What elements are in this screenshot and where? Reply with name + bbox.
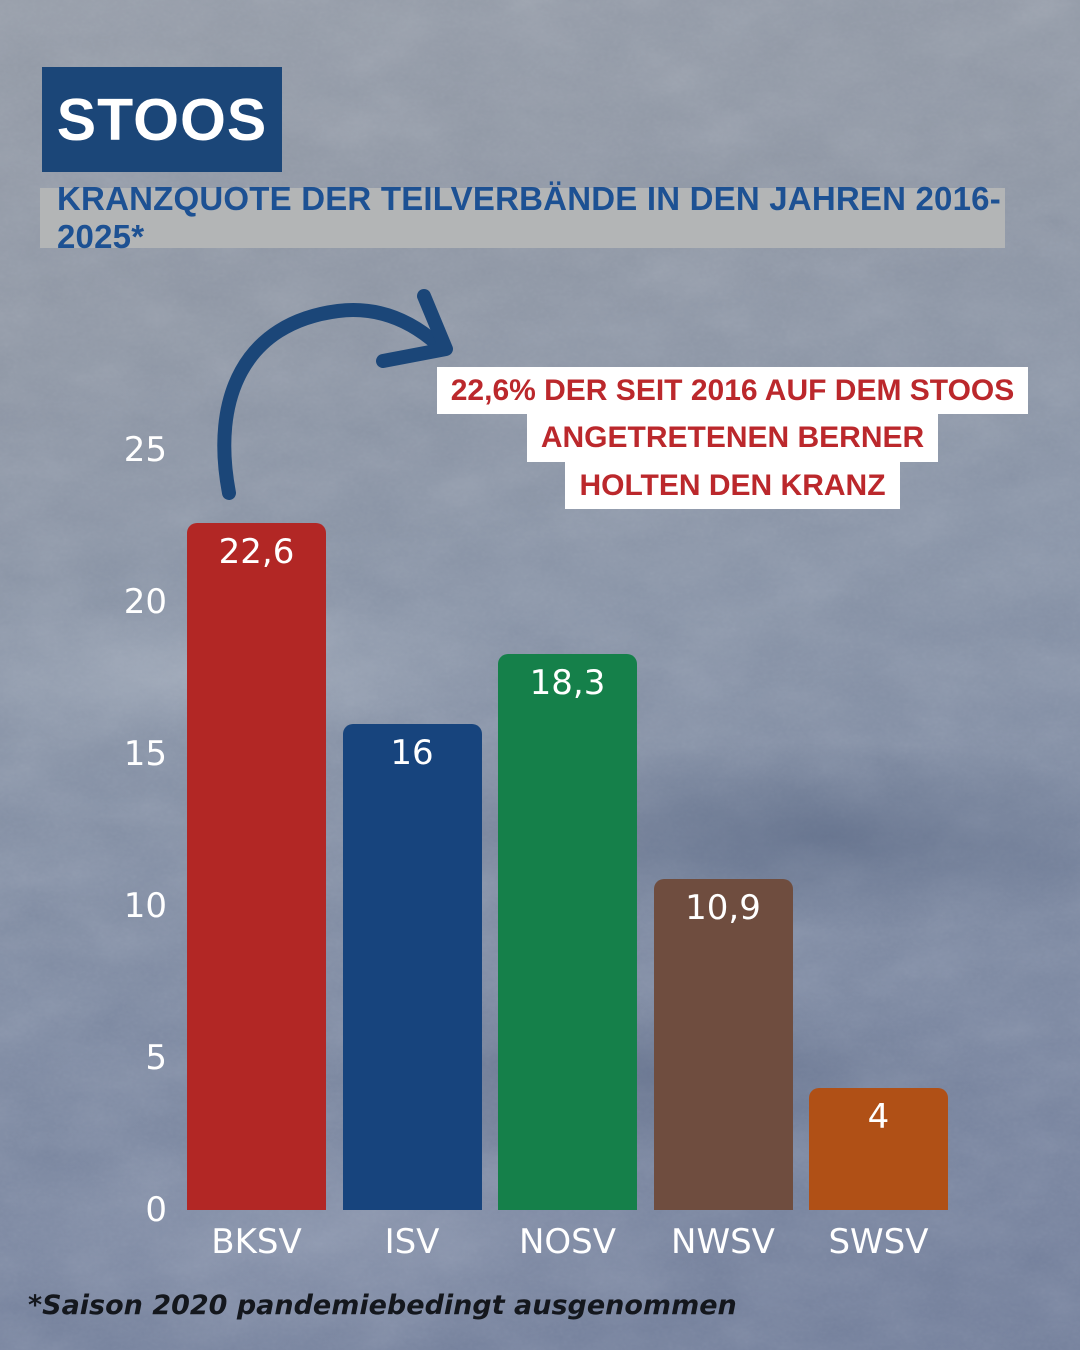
annotation-callout: 22,6% DER SEIT 2016 AUF DEM STOOS ANGETR…	[420, 367, 1045, 510]
footnote: *Saison 2020 pandemiebedingt ausgenommen	[28, 1290, 737, 1321]
bar-value-label: 4	[867, 1097, 890, 1138]
bar-value-label: 18,3	[529, 662, 606, 703]
y-axis-tick-label: 5	[145, 1038, 167, 1078]
logo-text: STOOS	[56, 86, 268, 153]
annotation-line-2: ANGETRETENEN BERNER	[526, 414, 939, 462]
chart-title: KRANZQUOTE DER TEILVERBÄNDE IN DEN JAHRE…	[57, 180, 1001, 255]
bar-isv: 16	[342, 723, 482, 1210]
x-axis-label-swsv: SWSV	[828, 1222, 929, 1262]
bar-bksv: 22,6	[187, 522, 326, 1210]
annotation-line-1: 22,6% DER SEIT 2016 AUF DEM STOOS	[436, 367, 1029, 415]
bar-value-label: 22,6	[218, 531, 295, 572]
y-axis-tick-label: 15	[123, 734, 167, 774]
y-axis-tick-label: 0	[145, 1190, 167, 1230]
y-axis-tick-label: 25	[123, 430, 167, 470]
logo-box: STOOS	[42, 67, 282, 172]
y-axis-tick-label: 20	[123, 582, 167, 622]
bar-nwsv: 10,9	[653, 878, 793, 1210]
bar-nosv: 18,3	[498, 653, 637, 1210]
bar-value-label: 16	[390, 732, 434, 773]
x-axis-label-nwsv: NWSV	[671, 1222, 775, 1262]
y-axis-tick-label: 10	[123, 886, 167, 926]
x-axis-label-bksv: BKSV	[211, 1222, 302, 1262]
chart-title-bar: KRANZQUOTE DER TEILVERBÄNDE IN DEN JAHRE…	[40, 180, 1005, 255]
annotation-line-3: HOLTEN DEN KRANZ	[565, 461, 900, 510]
x-axis-label-isv: ISV	[384, 1222, 440, 1262]
bar-swsv: 4	[809, 1088, 948, 1210]
bar-value-label: 10,9	[685, 887, 761, 928]
x-axis-label-nosv: NOSV	[518, 1222, 617, 1262]
